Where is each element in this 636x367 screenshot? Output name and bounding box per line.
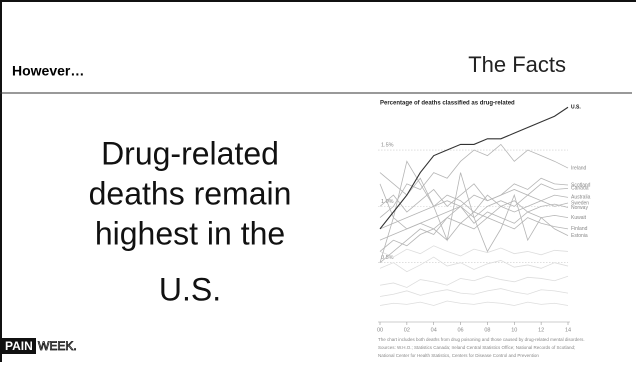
series-label: Estonia (571, 233, 588, 239)
x-tick-label: 08 (484, 327, 490, 333)
x-tick-label: 00 (377, 327, 383, 333)
x-tick-label: 14 (565, 327, 571, 333)
series-label: U.S. (571, 105, 581, 111)
series-label: Finland (571, 226, 588, 232)
series-line (379, 172, 569, 213)
x-tick-label: 02 (404, 327, 410, 333)
logo-box (2, 338, 36, 354)
x-tick-label: 04 (431, 327, 437, 333)
series-label: Kuwait (571, 215, 587, 221)
series-line (379, 217, 569, 252)
body-line: U.S. (159, 271, 221, 307)
series-line (379, 177, 569, 213)
y-tick-label: 0.5% (381, 255, 394, 261)
series-line (379, 160, 569, 263)
x-tick-label: 10 (511, 327, 517, 333)
series-line (379, 288, 569, 297)
series-line (379, 143, 569, 218)
series-label: Canada (571, 186, 589, 192)
chart-title: Percentage of deaths classified as drug-… (380, 101, 515, 107)
series-label: Scotland (571, 182, 591, 188)
section-title: The Facts (468, 52, 566, 77)
logo-left: PAIN (5, 339, 33, 353)
series-line (379, 256, 569, 273)
series-label: Ireland (571, 165, 587, 171)
chart-note: Sources: W.H.O.; Statistics Canada; Irel… (378, 345, 575, 350)
series-line (379, 275, 569, 288)
series-line (379, 300, 569, 306)
series-line (379, 205, 569, 263)
x-tick-label: 12 (538, 327, 544, 333)
chart-note: National Center for Health Statistics, C… (378, 353, 539, 358)
logo-right: WEEK. (38, 339, 77, 353)
series-line (379, 183, 569, 230)
body-line: deaths remain (89, 175, 292, 211)
series-label: Australia (571, 195, 591, 201)
header-title: However… (12, 63, 84, 79)
series-line (379, 245, 569, 258)
series-label: Sweden (571, 200, 589, 206)
body-line: Drug-related (101, 135, 279, 171)
y-tick-label: 1.5% (381, 143, 394, 149)
chart-note: The chart includes both deaths from drug… (378, 337, 585, 342)
series-line (379, 106, 569, 230)
body-line: highest in the (95, 215, 285, 251)
series-label: Norway (571, 205, 588, 211)
x-tick-label: 06 (458, 327, 464, 333)
